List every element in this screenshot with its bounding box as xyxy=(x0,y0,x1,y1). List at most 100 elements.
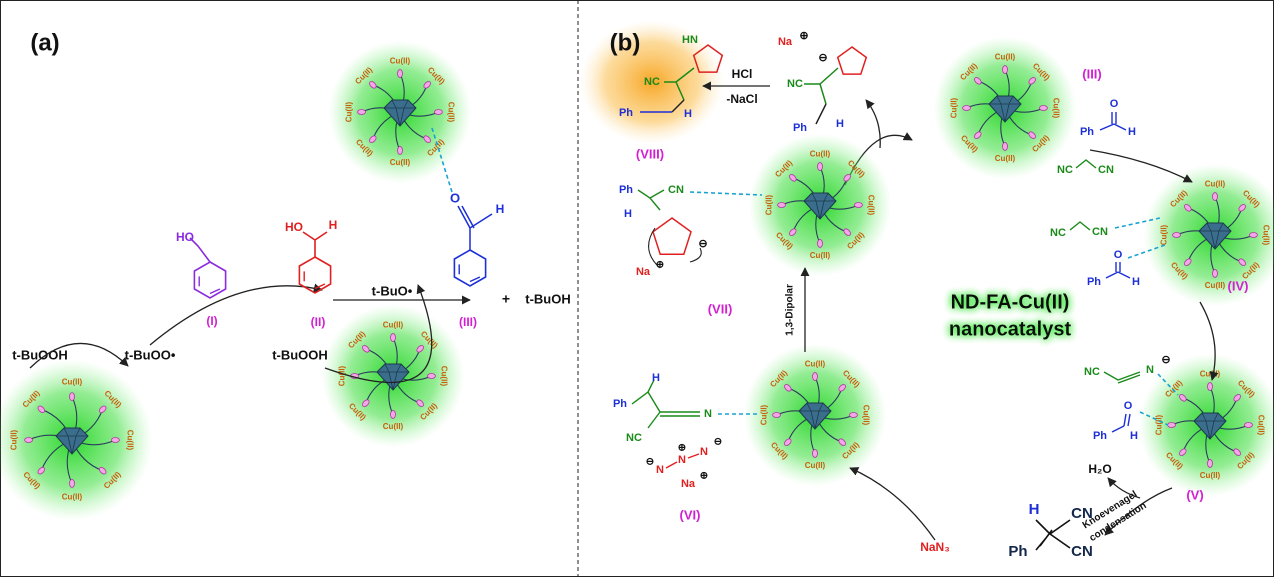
copper-site xyxy=(1213,193,1218,201)
atom: NC xyxy=(626,432,642,444)
copper-label: Cu(II) xyxy=(344,101,353,122)
bond xyxy=(303,232,327,257)
copper-label: Cu(II) xyxy=(337,365,346,386)
copper-site xyxy=(818,163,823,171)
atom: H xyxy=(684,108,692,120)
atom: O xyxy=(1124,400,1133,412)
copper-label: Cu(II) xyxy=(1205,179,1226,188)
counter-ion: Na xyxy=(636,266,651,278)
copper-site xyxy=(358,110,366,115)
copper-site xyxy=(778,203,786,208)
atom: N xyxy=(678,454,686,466)
bond xyxy=(458,206,492,250)
atom: N xyxy=(700,446,708,458)
copper-label: Cu(II) xyxy=(995,52,1016,61)
reagent: t-BuOH xyxy=(525,291,571,306)
copper-site xyxy=(773,413,781,418)
charge: ⊖ xyxy=(818,52,827,64)
copper-label: Cu(II) xyxy=(764,194,773,215)
copper-label: Cu(II) xyxy=(1262,225,1271,246)
bond xyxy=(1100,112,1126,130)
atom: NC xyxy=(644,76,660,88)
copper-label: Cu(II) xyxy=(447,102,456,123)
atom: Ph xyxy=(1080,126,1094,138)
compound-label: (II) xyxy=(311,315,326,329)
reagent: H₂O xyxy=(1088,462,1111,476)
copper-label: Cu(II) xyxy=(867,195,876,216)
reagent: HCl xyxy=(732,67,753,81)
reagent: t-BuOOH xyxy=(12,347,68,362)
atom: Ph xyxy=(619,107,633,119)
reagent: t-BuOOH xyxy=(272,347,328,362)
atom: CN xyxy=(1098,164,1114,176)
copper-site xyxy=(70,479,75,487)
atom: O xyxy=(450,190,460,205)
copper-site xyxy=(818,239,823,247)
copper-label: Cu(II) xyxy=(949,97,958,118)
scheme: (a) Cu(II) Cu(II) Cu(II) Cu(II) Cu(II) Cu(II) C… xyxy=(0,0,1274,577)
compound-label: (III) xyxy=(459,315,477,329)
copper-site xyxy=(813,449,818,457)
copper-label: Cu(II) xyxy=(805,359,826,368)
atom: NC xyxy=(1084,366,1100,378)
panel-label: (a) xyxy=(30,29,59,56)
counter-ion: Na xyxy=(778,36,793,48)
atom: HO xyxy=(176,230,194,244)
charge: ⊖ xyxy=(646,457,654,468)
copper-label: Cu(II) xyxy=(995,154,1016,163)
copper-site xyxy=(111,438,119,443)
atom: H xyxy=(1029,501,1040,518)
catalyst-name: ND-FA-Cu(II) xyxy=(951,291,1070,313)
copper-label: Cu(II) xyxy=(62,493,83,502)
copper-label: Cu(II) xyxy=(1200,471,1221,480)
atom: CN xyxy=(1092,226,1108,238)
bond xyxy=(804,68,838,104)
plus: + xyxy=(502,291,510,307)
counter-ion: Na xyxy=(681,478,696,490)
atom: CN xyxy=(1071,505,1093,522)
copper-site xyxy=(25,438,33,443)
bond xyxy=(1070,222,1090,230)
copper-label: Cu(II) xyxy=(1257,415,1266,436)
copper-label: Cu(II) xyxy=(810,251,831,260)
copper-site xyxy=(1173,233,1181,238)
atom: O xyxy=(1114,249,1123,261)
atom: H xyxy=(1132,276,1140,288)
copper-label: Cu(II) xyxy=(1154,414,1163,435)
copper-site xyxy=(398,70,403,78)
atom: N xyxy=(1146,364,1154,376)
atom: Ph xyxy=(1093,430,1107,442)
atom: CN xyxy=(668,184,684,196)
copper-site xyxy=(1168,423,1176,428)
atom: HN xyxy=(682,34,698,46)
copper-site xyxy=(391,410,396,418)
compound-label: (I) xyxy=(206,314,217,328)
compound-label: (VII) xyxy=(708,301,733,316)
copper-site xyxy=(391,334,396,342)
bond xyxy=(1106,262,1130,278)
copper-site xyxy=(70,393,75,401)
charge: ⊖ xyxy=(1161,354,1170,366)
atom: H xyxy=(1130,430,1138,442)
catalyst-name: nanocatalyst xyxy=(949,318,1072,340)
charge: ⊕ xyxy=(678,443,686,454)
atom: H xyxy=(652,372,660,384)
charge: ⊕ xyxy=(656,260,664,271)
arrow xyxy=(150,286,322,345)
reagent: t-BuO• xyxy=(372,283,413,298)
copper-label: Cu(II) xyxy=(862,405,871,426)
compound-label: (VIII) xyxy=(636,146,664,161)
atom: H xyxy=(1128,126,1136,138)
compound-label: (III) xyxy=(1082,66,1102,81)
atom: H xyxy=(496,202,505,216)
panel-label: (b) xyxy=(610,29,641,56)
atom: NC xyxy=(1050,227,1066,239)
copper-label: Cu(II) xyxy=(1052,98,1061,119)
copper-site xyxy=(963,106,971,111)
bond xyxy=(816,104,826,124)
bond xyxy=(1112,414,1130,432)
bond xyxy=(638,190,664,210)
copper-site xyxy=(1003,142,1008,150)
copper-label: Cu(II) xyxy=(390,158,411,167)
compound-label: (VI) xyxy=(680,507,701,522)
